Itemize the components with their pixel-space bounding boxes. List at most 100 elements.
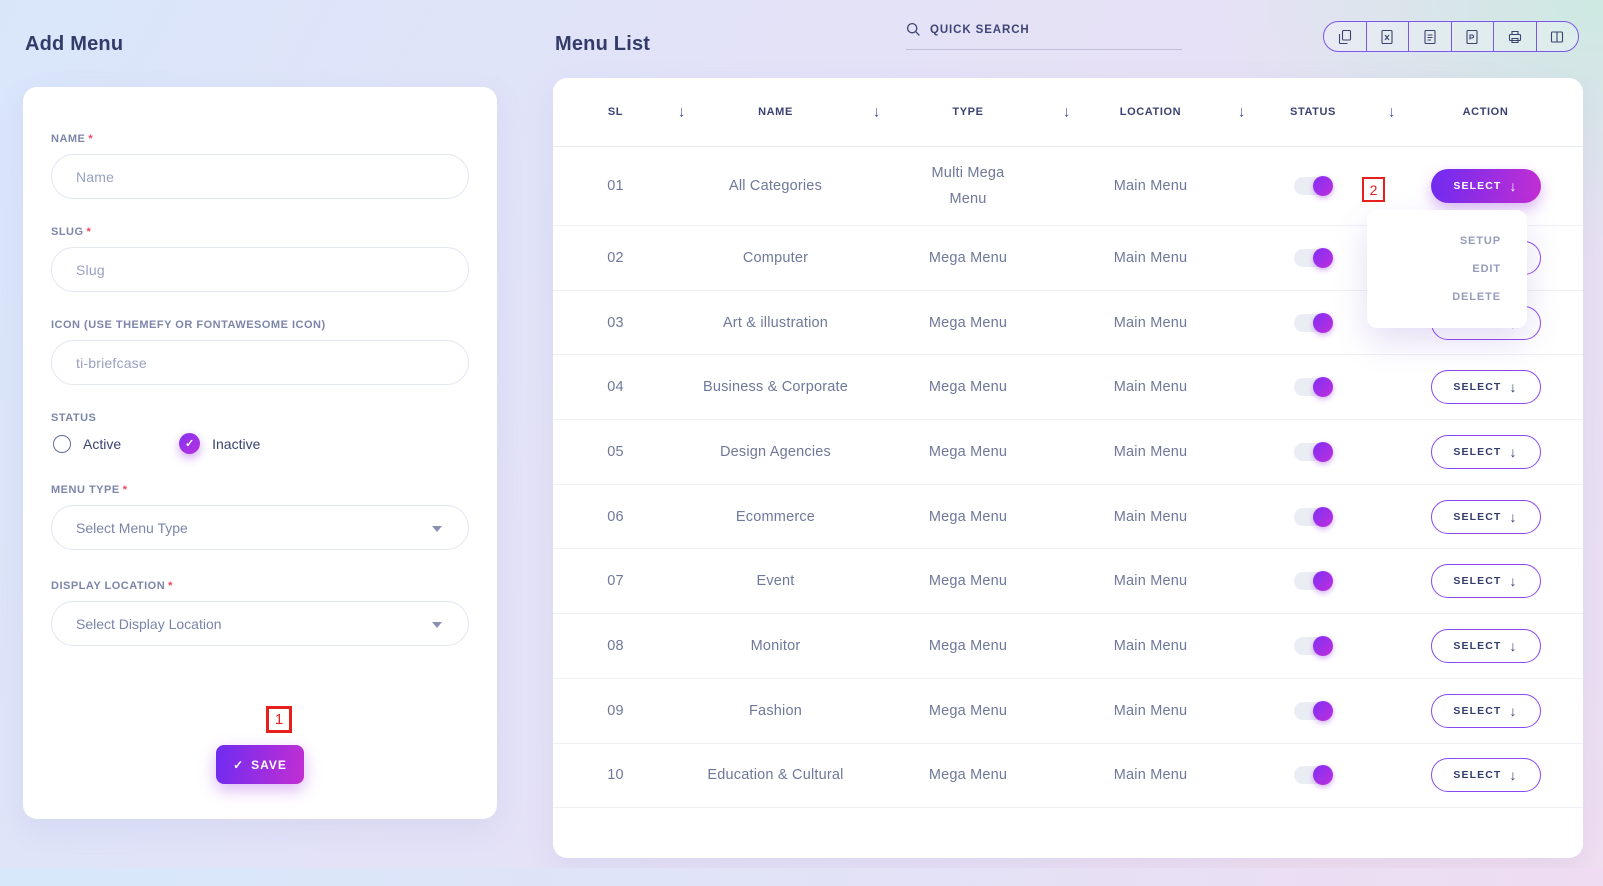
cell-name: All Categories <box>728 178 823 194</box>
cell-name: Art & illustration <box>722 314 829 331</box>
cell-sl: 01 <box>607 178 624 194</box>
column-header-action: ACTION <box>1462 106 1509 118</box>
name-input[interactable] <box>51 154 469 199</box>
cell-status <box>1238 312 1388 333</box>
select-button[interactable]: SELECT ↓ <box>1430 499 1541 534</box>
export-pdf-button[interactable] <box>1450 22 1494 51</box>
select-button[interactable]: SELECT ↓ <box>1430 628 1541 663</box>
select-button[interactable]: SELECT ↓ <box>1430 434 1541 469</box>
save-button-label: SAVE <box>251 757 287 772</box>
display-location-value: Select Display Location <box>76 615 222 632</box>
select-button[interactable]: SELECT ↓ <box>1430 564 1541 599</box>
status-toggle[interactable] <box>1294 441 1333 462</box>
sort-icon[interactable]: ↓ <box>1387 103 1396 121</box>
status-label: STATUS <box>51 412 97 424</box>
table-body: 01 All Categories Multi Mega Menu Main M… <box>553 147 1583 809</box>
cell-type: Mega Menu <box>928 314 1008 331</box>
cell-type: Mega Menu <box>928 767 1008 784</box>
select-arrow-icon: ↓ <box>1509 573 1518 590</box>
status-toggle[interactable] <box>1294 571 1333 592</box>
radio-label-inactive: Inactive <box>212 435 261 452</box>
export-columns-button[interactable] <box>1535 22 1579 51</box>
select-button[interactable]: SELECT ↓ <box>1430 370 1541 405</box>
status-toggle[interactable] <box>1294 377 1333 398</box>
status-toggle[interactable] <box>1294 635 1333 656</box>
sort-icon[interactable]: ↓ <box>1237 103 1246 121</box>
export-copy-button[interactable] <box>1324 22 1366 51</box>
cell-location: Main Menu <box>1113 443 1188 460</box>
select-button[interactable]: SELECT ↓ <box>1430 758 1541 793</box>
export-excel-button[interactable] <box>1365 22 1409 51</box>
name-label: NAME * <box>51 133 94 145</box>
columns-icon <box>1551 30 1564 43</box>
bottom-background-strip <box>0 868 1603 886</box>
sort-icon[interactable]: ↓ <box>1062 103 1071 121</box>
cell-status <box>1238 247 1388 268</box>
column-header-sl: SL ↓ <box>607 103 686 121</box>
toggle-knob-icon <box>1313 765 1333 786</box>
page-title-menu-list: Menu List <box>555 33 651 55</box>
status-toggle[interactable] <box>1294 247 1333 268</box>
cell-sl: 09 <box>607 702 624 719</box>
select-arrow-icon: ↓ <box>1509 767 1518 784</box>
cell-name: Design Agencies <box>719 443 831 460</box>
slug-label: SLUG * <box>51 226 92 238</box>
cell-status <box>1238 700 1388 721</box>
radio-option-active[interactable]: Active <box>53 434 122 453</box>
menu-type-label: MENU TYPE * <box>51 484 128 496</box>
radio-checked-icon[interactable]: ✓ <box>179 433 201 454</box>
cell-sl: 03 <box>607 314 624 331</box>
dropdown-item-edit[interactable]: EDIT <box>1472 263 1501 275</box>
cell-action: SELECT ↓ <box>1388 628 1583 663</box>
required-asterisk: * <box>168 580 173 592</box>
cell-type: Mega Menu <box>928 573 1008 590</box>
select-button[interactable]: SELECT ↓ <box>1430 693 1541 728</box>
column-header-status: STATUS ↓ <box>1290 103 1396 121</box>
export-csv-button[interactable] <box>1408 22 1451 51</box>
menu-list-table: SL ↓ NAME ↓ TYPE ↓ LOCATION ↓ STATUS ↓ ACTION… <box>553 78 1583 858</box>
cell-location: Main Menu <box>1113 314 1188 331</box>
quick-search-input[interactable] <box>930 23 1182 36</box>
status-toggle[interactable] <box>1294 765 1333 786</box>
cell-type: Multi Mega Menu <box>931 165 1005 207</box>
page-title-add-menu: Add Menu <box>25 33 124 55</box>
cell-location: Main Menu <box>1113 767 1188 784</box>
toggle-knob-icon <box>1313 506 1333 527</box>
status-toggle[interactable] <box>1294 700 1333 721</box>
radio-unchecked-icon[interactable] <box>53 434 71 453</box>
select-arrow-icon: ↓ <box>1509 443 1518 460</box>
table-row: 10 Education & Cultural Mega Menu Main M… <box>553 744 1583 809</box>
select-button[interactable]: SELECT ↓ <box>1430 169 1541 203</box>
status-toggle[interactable] <box>1294 176 1333 196</box>
cell-action: SELECT ↓ <box>1388 564 1583 599</box>
caret-down-icon <box>432 525 442 532</box>
cell-status <box>1238 441 1388 462</box>
icon-input[interactable] <box>51 340 469 385</box>
cell-location: Main Menu <box>1113 702 1188 719</box>
cell-status <box>1238 765 1388 786</box>
save-button[interactable]: ✓ SAVE <box>216 745 304 784</box>
radio-option-inactive[interactable]: ✓ Inactive <box>179 433 260 454</box>
status-toggle[interactable] <box>1294 312 1333 333</box>
toggle-knob-icon <box>1313 635 1333 656</box>
cell-name: Education & Cultural <box>707 767 844 784</box>
sort-icon[interactable]: ↓ <box>677 103 686 121</box>
sort-icon[interactable]: ↓ <box>872 103 881 121</box>
table-row: 01 All Categories Multi Mega Menu Main M… <box>553 147 1583 226</box>
select-arrow-icon: ↓ <box>1509 508 1518 525</box>
cell-name: Ecommerce <box>735 508 816 525</box>
cell-sl: 10 <box>607 767 624 784</box>
status-toggle[interactable] <box>1294 506 1333 527</box>
select-arrow-icon: ↓ <box>1509 702 1518 719</box>
required-asterisk: * <box>122 484 128 496</box>
display-location-select[interactable]: Select Display Location <box>51 601 469 646</box>
export-print-button[interactable] <box>1493 22 1536 51</box>
radio-label-active: Active <box>83 435 122 452</box>
menu-type-select[interactable]: Select Menu Type <box>51 505 469 550</box>
toggle-knob-icon <box>1313 312 1333 333</box>
slug-input[interactable] <box>51 247 469 292</box>
dropdown-item-delete[interactable]: DELETE <box>1452 291 1501 303</box>
select-button-label: SELECT <box>1453 639 1502 652</box>
select-button-label: SELECT <box>1453 180 1502 192</box>
dropdown-item-setup[interactable]: SETUP <box>1459 235 1501 247</box>
